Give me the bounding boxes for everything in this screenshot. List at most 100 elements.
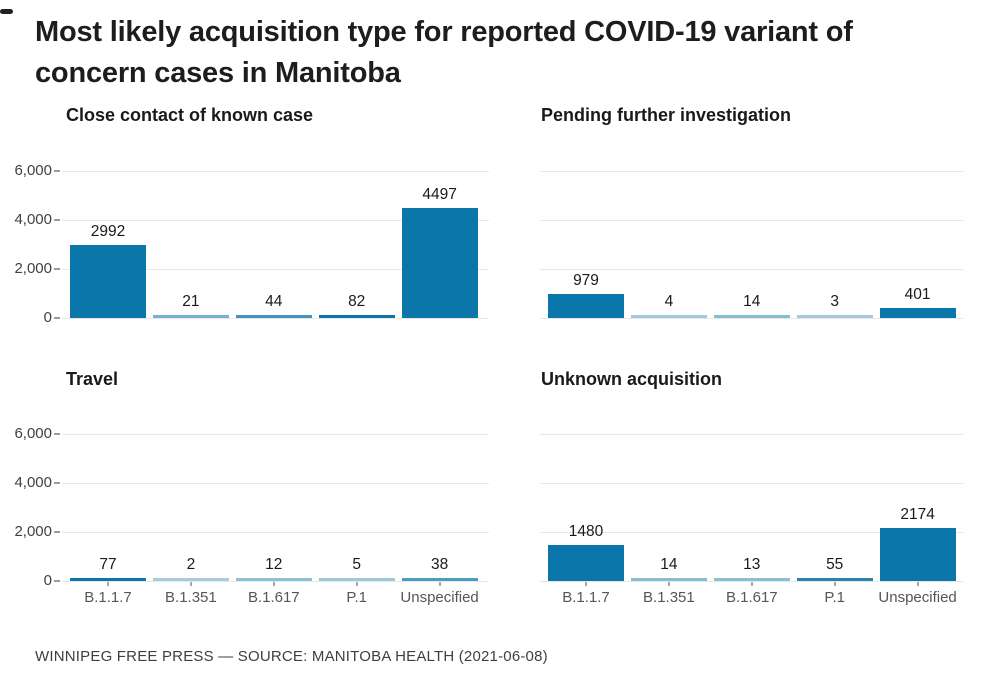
panel-title: Pending further investigation bbox=[541, 105, 792, 125]
x-tick-mark bbox=[585, 582, 587, 586]
y-tick-mark bbox=[54, 580, 60, 582]
x-tick-label: B.1.1.7 bbox=[562, 589, 610, 606]
bar-value-label: 4 bbox=[664, 293, 674, 310]
bar bbox=[796, 578, 873, 581]
y-tick-mark bbox=[54, 317, 60, 319]
x-tick-label: B.1.351 bbox=[165, 589, 217, 606]
x-tick-mark bbox=[667, 582, 670, 586]
x-tick-label: P.1 bbox=[824, 589, 845, 606]
bar-value-label: 77 bbox=[99, 556, 117, 573]
chart-title-line2: concern cases in Manitoba bbox=[35, 57, 401, 89]
gridline bbox=[62, 532, 489, 533]
bar bbox=[713, 578, 790, 581]
y-tick-label: 6,000 bbox=[14, 425, 52, 442]
bar-value-label: 13 bbox=[743, 556, 761, 573]
chart-title: Most likely acquisition type for reporte… bbox=[35, 12, 965, 94]
panel-title: Travel bbox=[66, 369, 119, 389]
x-tick-label: B.1.351 bbox=[643, 589, 695, 606]
x-tick-mark bbox=[272, 582, 275, 586]
gridline bbox=[62, 171, 489, 172]
bar-value-label: 38 bbox=[430, 556, 449, 573]
x-tick-label: B.1.1.7 bbox=[84, 589, 132, 606]
bar-value-label: 5 bbox=[352, 556, 361, 573]
bar-value-label: 55 bbox=[826, 556, 844, 573]
gridline bbox=[540, 269, 963, 270]
y-tick-label: 2,000 bbox=[14, 260, 52, 277]
bar-value-label: 1480 bbox=[568, 522, 604, 540]
y-tick-label: 0 bbox=[43, 309, 52, 326]
bar bbox=[152, 578, 229, 581]
gridline bbox=[540, 532, 963, 533]
panel-title: Close contact of known case bbox=[66, 105, 314, 125]
bar-value-label: 2174 bbox=[900, 505, 935, 523]
gridline bbox=[540, 581, 963, 582]
y-tick-label: 2,000 bbox=[14, 523, 52, 540]
bar bbox=[401, 207, 478, 318]
gridline bbox=[540, 220, 963, 221]
y-tick-mark bbox=[54, 268, 60, 270]
y-tick-label: 6,000 bbox=[14, 162, 52, 179]
gridline bbox=[540, 171, 963, 172]
y-tick-mark bbox=[54, 482, 60, 484]
y-tick-label: 0 bbox=[43, 572, 52, 589]
y-tick-mark bbox=[54, 531, 60, 533]
bar bbox=[879, 308, 956, 318]
x-tick-mark bbox=[189, 582, 192, 586]
gridline bbox=[62, 434, 489, 435]
gridline bbox=[62, 318, 489, 319]
y-tick-mark bbox=[54, 433, 60, 435]
bar-value-label: 979 bbox=[573, 272, 599, 289]
bar-value-label: 4497 bbox=[422, 185, 457, 203]
bar-value-label: 2 bbox=[186, 556, 196, 573]
bar bbox=[630, 315, 707, 318]
bar bbox=[548, 294, 624, 318]
source-credit: WINNIPEG FREE PRESS — SOURCE: MANITOBA H… bbox=[35, 648, 548, 665]
chart-title-line1: Most likely acquisition type for reporte… bbox=[35, 16, 853, 48]
bar bbox=[796, 315, 873, 318]
bar bbox=[713, 315, 790, 318]
x-tick-label: Unspecified bbox=[400, 589, 479, 606]
bar bbox=[70, 578, 146, 581]
gridline bbox=[62, 269, 489, 270]
x-tick-mark bbox=[355, 582, 358, 586]
y-tick-mark bbox=[54, 219, 60, 221]
gridline bbox=[62, 220, 489, 221]
x-tick-label: B.1.617 bbox=[725, 589, 778, 606]
bar bbox=[318, 315, 395, 318]
panel-title: Unknown acquisition bbox=[541, 369, 723, 389]
gridline bbox=[540, 483, 963, 484]
bar-value-label: 21 bbox=[182, 293, 200, 310]
bar bbox=[630, 578, 707, 581]
bar-value-label: 14 bbox=[743, 293, 761, 310]
x-tick-mark bbox=[833, 582, 836, 586]
x-tick-mark bbox=[750, 582, 753, 586]
bar-value-label: 12 bbox=[265, 556, 283, 573]
gridline bbox=[540, 318, 963, 319]
bar-value-label: 401 bbox=[904, 286, 931, 304]
y-tick-label: 4,000 bbox=[14, 474, 52, 491]
y-tick-mark bbox=[54, 170, 60, 172]
bar bbox=[152, 315, 229, 318]
bar bbox=[879, 527, 956, 581]
bar-value-label: 3 bbox=[830, 293, 839, 310]
y-tick-label: 4,000 bbox=[14, 211, 52, 228]
x-tick-label: B.1.617 bbox=[247, 589, 300, 606]
gridline bbox=[62, 483, 489, 484]
x-tick-label: P.1 bbox=[346, 589, 367, 606]
bar bbox=[318, 578, 395, 581]
bar bbox=[548, 544, 624, 581]
bar-value-label: 14 bbox=[660, 556, 678, 573]
bar-value-label: 44 bbox=[265, 293, 283, 310]
gridline bbox=[540, 434, 963, 435]
bar bbox=[70, 244, 146, 318]
bar bbox=[235, 315, 312, 318]
x-tick-mark bbox=[438, 582, 441, 586]
bar-value-label: 82 bbox=[348, 293, 366, 310]
x-tick-mark bbox=[916, 582, 919, 586]
bar bbox=[401, 578, 478, 581]
x-tick-label: Unspecified bbox=[878, 589, 957, 606]
x-tick-mark bbox=[107, 582, 109, 586]
corner-artifact bbox=[0, 9, 13, 14]
bar bbox=[235, 578, 312, 581]
